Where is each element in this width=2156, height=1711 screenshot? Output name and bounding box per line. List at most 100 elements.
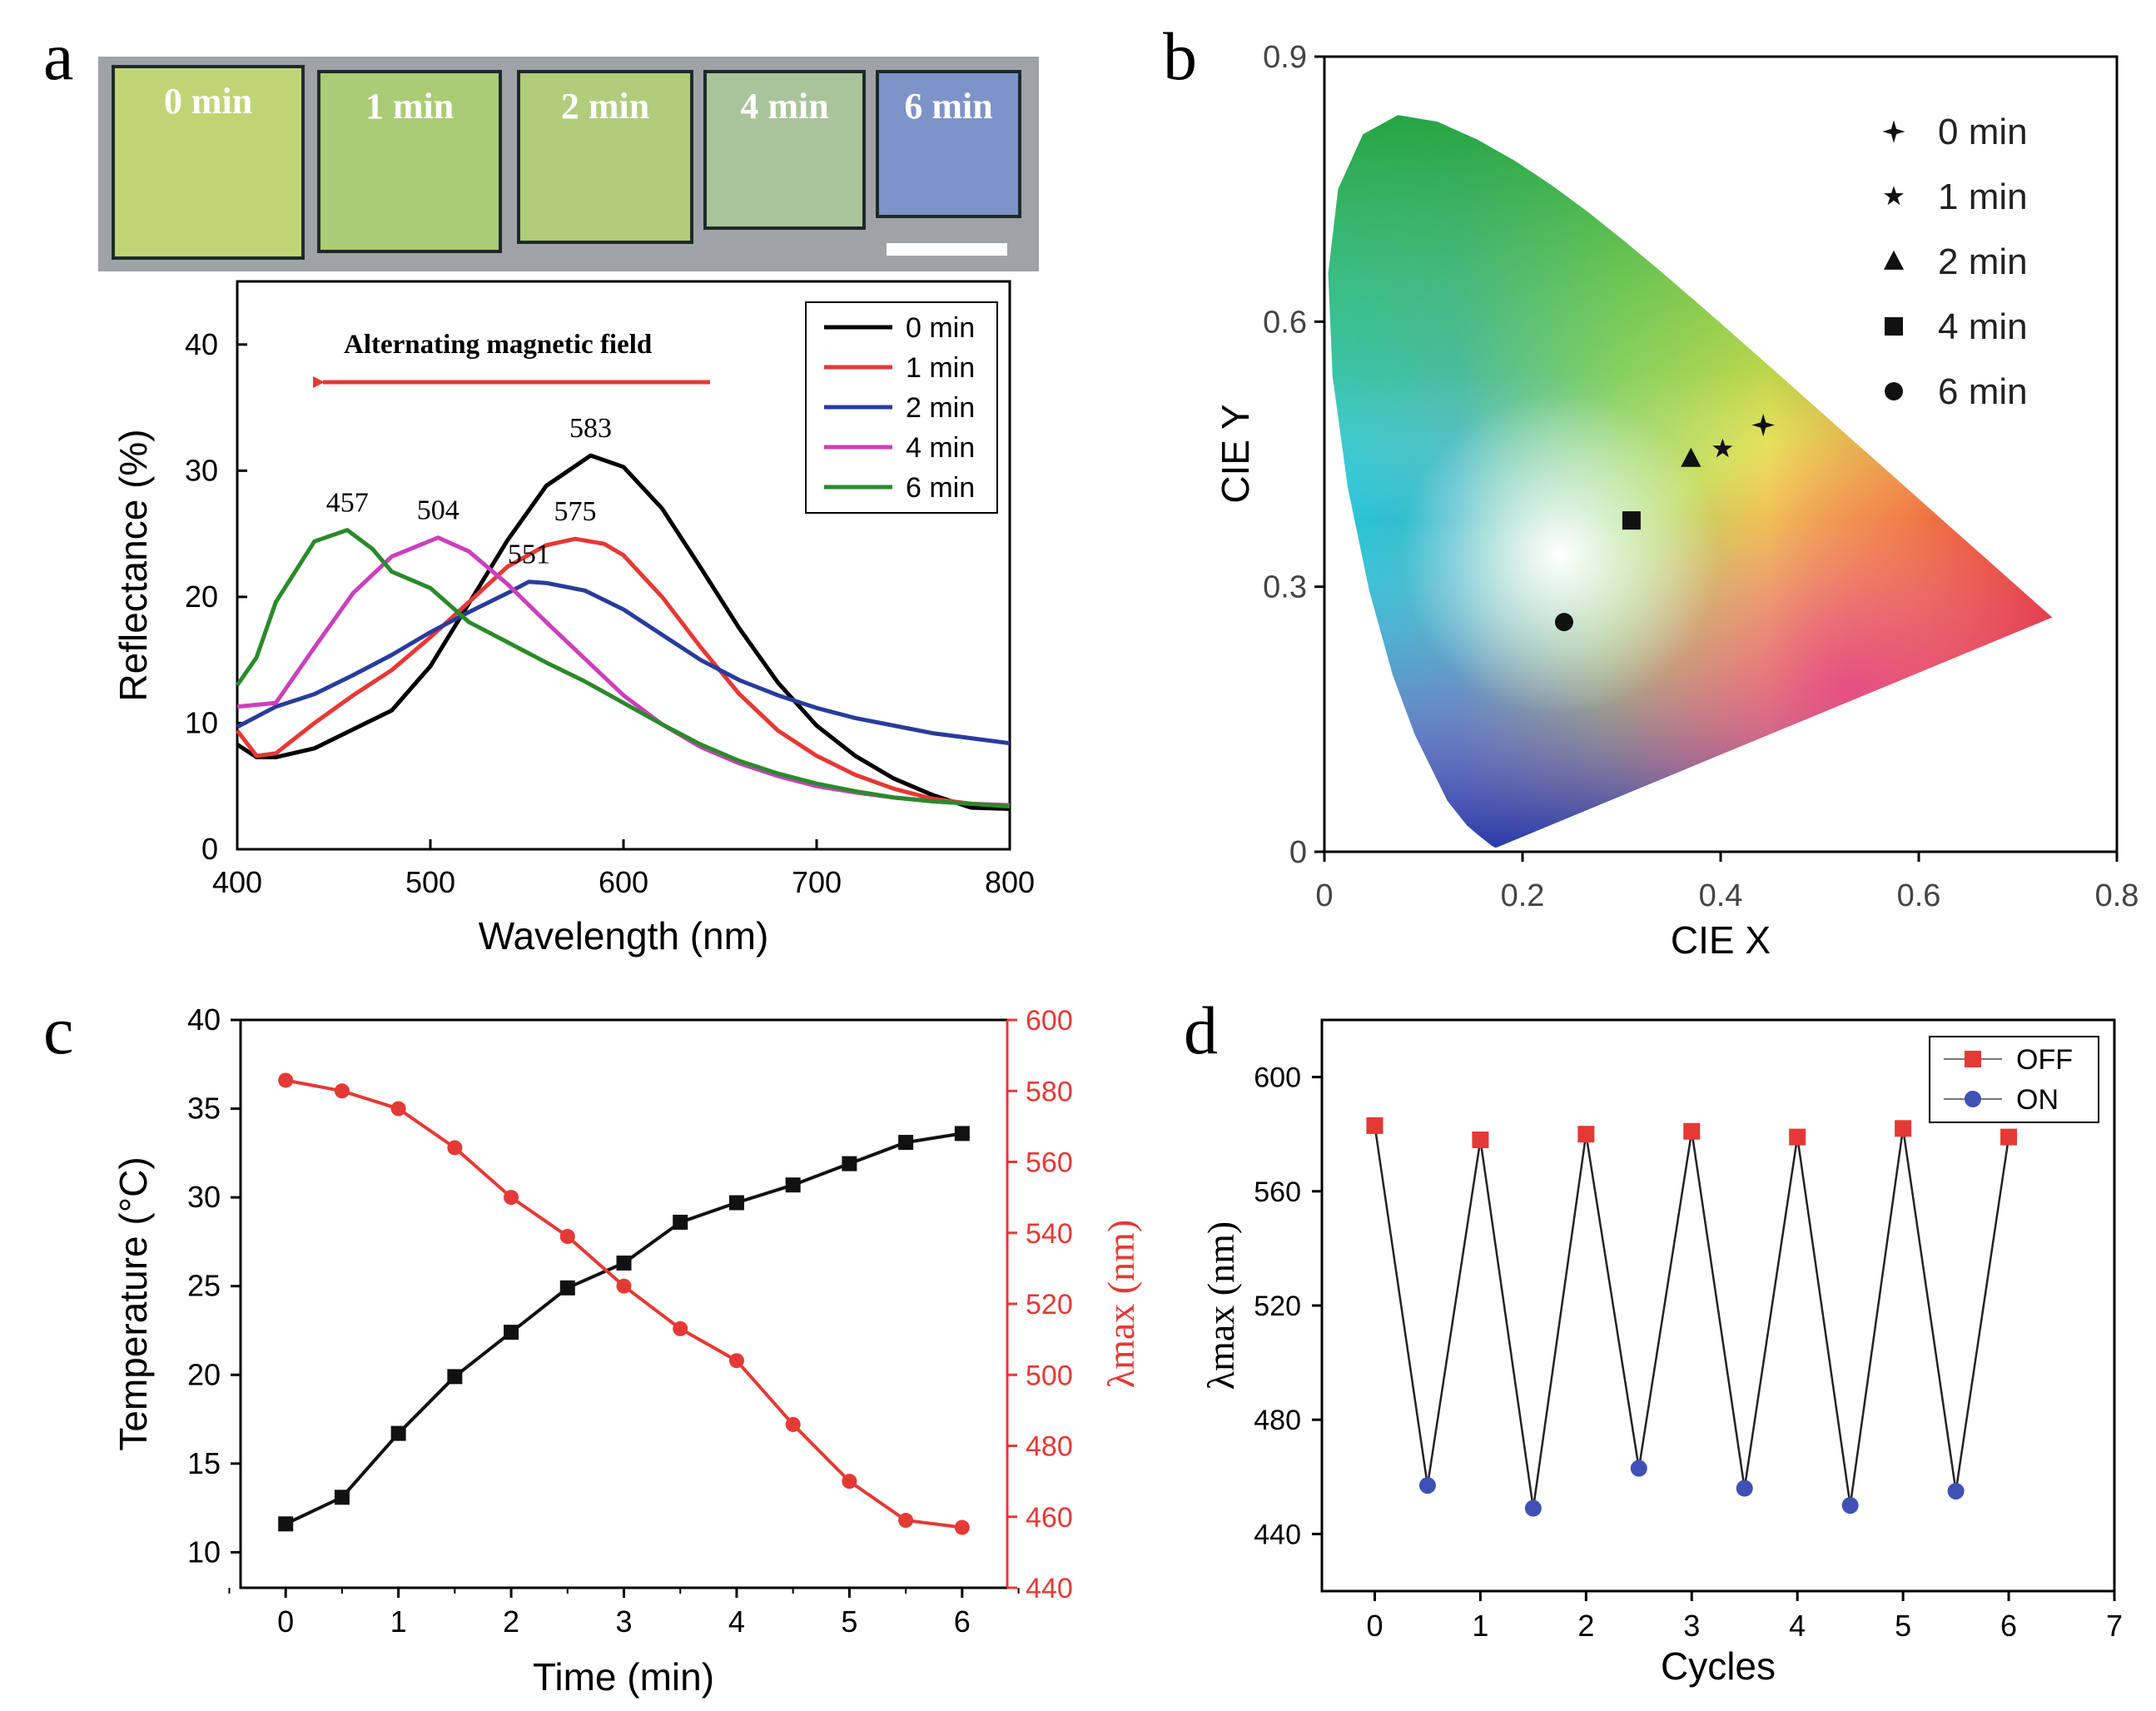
series-line-2-min	[236, 579, 1011, 746]
lambda-point	[728, 1353, 744, 1369]
x-tick-label: 3	[615, 1604, 632, 1639]
photo-label-1: 1 min	[365, 86, 454, 127]
peak-label: 457	[326, 488, 369, 519]
y2-tick-label: 460	[1026, 1502, 1073, 1534]
cycles-y-title: λmax (nm)	[1200, 1221, 1242, 1390]
lambda-point	[616, 1278, 632, 1294]
y-tick-label: 0	[1289, 835, 1307, 870]
off-point	[1789, 1128, 1806, 1146]
cie-legend: 0 min 1 min 2 min 4 min 6 min	[1882, 112, 2028, 412]
on-point	[1524, 1500, 1542, 1517]
cycles-legend: OFF ON	[1929, 1036, 2099, 1123]
lambda-point	[842, 1474, 857, 1490]
x-tick-label: 6	[954, 1604, 971, 1639]
photo-tile-sheen	[707, 73, 862, 226]
lambda-y2-title: λmax (nm)	[1100, 1220, 1142, 1388]
y-tick-label: 0.6	[1263, 305, 1307, 340]
cycles-legend-marker	[1965, 1091, 1981, 1107]
off-point	[1895, 1120, 1912, 1137]
x-tick-label: 2	[503, 1604, 519, 1639]
scale-bar	[887, 243, 1007, 256]
legend-label: 0 min	[906, 312, 975, 344]
y-tick-label: 0.9	[1263, 40, 1307, 75]
lambda-point	[447, 1140, 463, 1156]
lambda-point	[559, 1229, 575, 1245]
y2-tick-label: 500	[1026, 1360, 1073, 1391]
y2-tick-label: 540	[1026, 1218, 1073, 1250]
cie-legend-marker	[1883, 250, 1905, 270]
y-tick-label: 30	[187, 1180, 221, 1214]
off-point	[1366, 1117, 1384, 1134]
off-point	[1472, 1132, 1489, 1149]
off-point	[1577, 1126, 1595, 1143]
cycles-legend-label: OFF	[2016, 1044, 2073, 1076]
lambda-point	[785, 1416, 801, 1432]
x-tick-label: 2	[1577, 1609, 1594, 1643]
cie-legend-marker	[1884, 186, 1904, 206]
peak-label: 551	[508, 540, 550, 570]
cie-legend-marker	[1882, 120, 1905, 143]
y-tick-label: 15	[187, 1446, 221, 1480]
y-tick-label: 20	[187, 1357, 221, 1391]
y2-tick-label: 440	[1026, 1573, 1073, 1604]
x-tick-label: 7	[2106, 1609, 2123, 1643]
lambda-point	[954, 1520, 970, 1535]
cie-point-2-min	[1681, 447, 1701, 467]
cie-legend-label: 2 min	[1938, 241, 2028, 282]
cycle-connecting-line	[1374, 1125, 2010, 1509]
x-tick-label: 6	[2000, 1609, 2017, 1643]
y-tick-label: 440	[1254, 1519, 1301, 1550]
photo-tile-sheen	[520, 73, 690, 241]
cie-legend-label: 0 min	[1938, 112, 2028, 152]
panel-label-c: c	[43, 992, 73, 1068]
peak-label: 504	[417, 495, 460, 526]
x-tick-label: 5	[841, 1604, 857, 1639]
y-tick-label: 30	[185, 453, 218, 487]
x-tick-label: 600	[599, 865, 648, 899]
cie-legend-label: 4 min	[1938, 306, 2028, 347]
y-tick-label: 10	[185, 705, 218, 739]
cycles-x-title: Cycles	[1661, 1644, 1776, 1688]
photo-tile-sheen	[879, 73, 1018, 215]
y2-tick-label: 580	[1026, 1076, 1073, 1107]
photo-tile-2	[520, 73, 690, 241]
y-tick-label: 600	[1254, 1062, 1301, 1094]
reflectance-y-title: Reflectance (%)	[112, 429, 155, 701]
on-point	[1947, 1482, 1965, 1500]
photo-label-2: 2 min	[561, 86, 649, 127]
y-tick-label: 560	[1254, 1176, 1301, 1208]
temperature-point	[728, 1195, 744, 1211]
y2-tick-label: 600	[1026, 1005, 1073, 1037]
y-tick-label: 0	[201, 832, 218, 866]
lambda-point	[334, 1083, 350, 1099]
cycles-legend-box	[1929, 1036, 2099, 1123]
cie-legend-marker	[1885, 382, 1903, 400]
series-line-lambda	[285, 1078, 963, 1529]
x-tick-label: 1	[1472, 1609, 1488, 1643]
series-line-0-min	[236, 453, 1011, 811]
cie-point-0-min	[1751, 413, 1775, 437]
y-tick-label: 35	[187, 1092, 221, 1126]
panel-label-b: b	[1163, 18, 1197, 94]
y2-tick-label: 520	[1026, 1289, 1073, 1321]
panel-label-a: a	[43, 18, 73, 94]
temp-x-title: Time (min)	[533, 1655, 714, 1699]
photo-strip: 0 min 1 min 2 min 4 min 6 min	[98, 57, 1039, 271]
series-line-6-min	[235, 528, 1011, 808]
cie-legend-marker	[1885, 317, 1903, 336]
temperature-point	[842, 1156, 857, 1171]
legend-label: 4 min	[906, 432, 975, 464]
x-tick-label: 5	[1895, 1609, 1911, 1643]
y2-tick-label: 560	[1026, 1147, 1073, 1179]
y-tick-label: 25	[187, 1269, 221, 1303]
on-point	[1418, 1477, 1436, 1495]
series-line-temperature	[285, 1132, 963, 1526]
x-tick-label: 800	[985, 865, 1035, 899]
cycles-legend-label: ON	[2016, 1084, 2059, 1116]
x-tick-label: 0	[1366, 1609, 1383, 1643]
x-tick-label: 0.4	[1699, 878, 1743, 913]
cie-point-1-min	[1712, 438, 1733, 458]
peak-label: 575	[554, 496, 597, 527]
temperature-point	[785, 1177, 801, 1193]
